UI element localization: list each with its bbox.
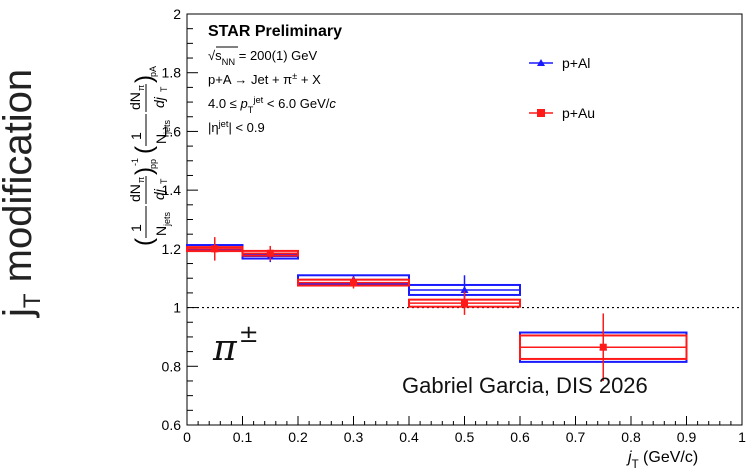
data-point [350,279,357,287]
y-axis-label-part: 1 [128,224,144,232]
y-axis-label-part: jets [162,119,172,135]
particle-label: π± [213,320,259,369]
x-tick-label: 0.5 [455,429,475,445]
series-p+Au [186,237,688,381]
x-tick-label: 0.4 [399,429,419,445]
legend-marker [537,59,545,66]
side-label-rest: modification [0,68,40,294]
y-axis-label-part: ) [131,75,158,83]
y-axis-label-part: 1 [128,132,144,140]
y-axis-label-part: pA [148,66,158,77]
legend-marker [537,109,545,117]
side-label: jT modification [0,69,46,317]
x-tick-label: 0.1 [233,429,253,445]
x-tick-label: 0.8 [621,429,641,445]
side-label-main: j [0,308,40,317]
y-axis-label-part: ( [131,238,158,246]
data-point [266,249,274,257]
y-axis-label-part: π [136,85,146,91]
y-axis-label-part: -1 [130,158,140,166]
y-tick-label: 0.8 [162,358,182,374]
annotation-energy: √sNN = 200(1) GeV [208,48,317,67]
legend-label: p+Al [562,55,590,71]
y-tick-label: 1.6 [162,123,182,139]
side-label-sub: T [19,293,46,309]
y-axis-label-part: T [159,178,169,184]
x-tick-label: 0.2 [288,429,308,445]
y-axis-label-part: π [136,177,146,183]
particle-symbol: π [213,328,237,369]
y-tick-label: 1 [173,300,181,316]
annotation-pt-range: 4.0 ≤ pTjet < 6.0 GeV/c [208,95,336,115]
y-axis-label-part: N [153,226,169,236]
y-axis-label-part: dj [151,188,167,200]
y-axis-label-part: dN [127,92,143,110]
data-point [460,285,469,293]
y-tick-label: 1.2 [162,241,182,257]
x-axis-label: jT (GeV/c) [626,449,698,471]
y-axis-label-part: dj [151,96,167,108]
x-tick-label: 0.9 [677,429,697,445]
annotation-process: p+A → Jet + π± + X [208,71,321,87]
particle-charge: ± [238,320,259,348]
y-axis-label-part: ( [131,146,158,154]
x-tick-label: 0.7 [566,429,586,445]
legend-label: p+Au [562,105,595,121]
x-tick-label: 0 [183,429,191,445]
x-tick-label: 0.3 [344,429,364,445]
y-tick-label: 1.8 [162,65,182,81]
y-axis-label-part: pp [148,159,158,169]
credit-label: Gabriel Garcia, DIS 2026 [402,373,648,398]
y-axis-label-part: jets [162,211,172,227]
x-tick-label: 1 [738,429,746,445]
y-tick-label: 0.6 [162,417,182,433]
x-tick-label: 0.6 [510,429,530,445]
y-axis-label-part: ) [131,167,158,175]
y-tick-label: 1.4 [162,182,182,198]
chart-title: STAR Preliminary [208,23,342,40]
y-tick-label: 2 [173,6,181,22]
data-point [461,299,468,307]
y-axis-label-part: N [153,134,169,144]
y-axis-label-part: dN [127,184,143,202]
data-point [211,245,219,253]
y-axis-label-part: T [159,86,169,92]
annotation-eta-range: |ηjet| < 0.9 [208,119,265,135]
data-point [599,343,607,351]
